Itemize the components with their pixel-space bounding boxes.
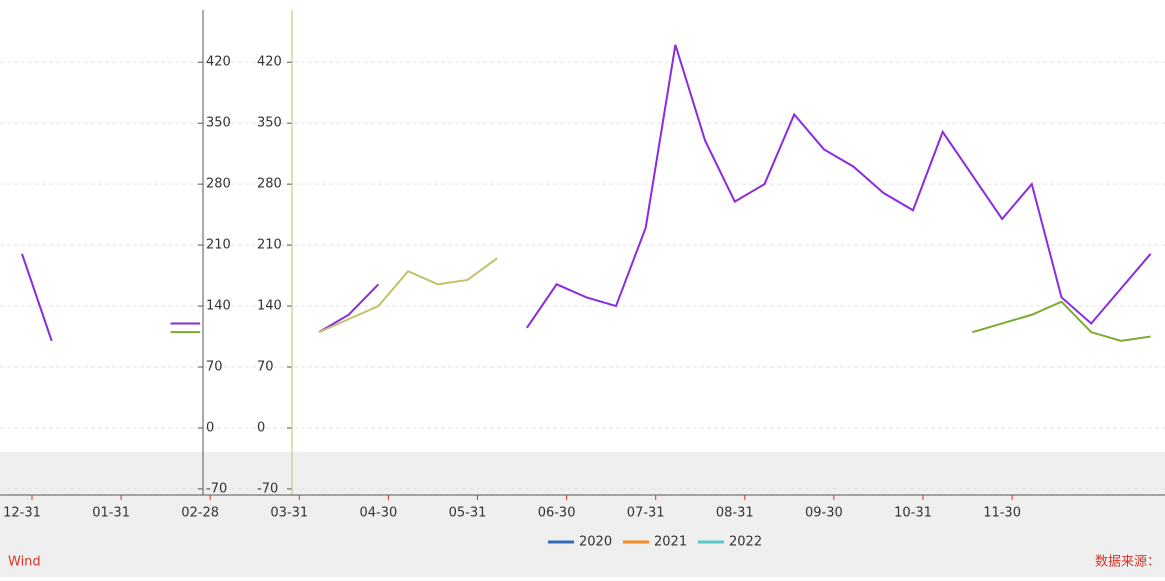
y2-tick-label: 70: [257, 360, 274, 375]
footer-band: [0, 452, 1165, 577]
legend-label: 2022: [729, 535, 762, 550]
x-tick-label: 09-30: [805, 506, 843, 521]
x-tick-label: 07-31: [627, 506, 665, 521]
y2-tick-label: 210: [257, 238, 282, 253]
x-tick-label: 08-31: [716, 506, 754, 521]
x-tick-label: 02-28: [181, 506, 219, 521]
y-tick-label: 140: [206, 299, 231, 314]
y2-tick-label: 350: [257, 116, 282, 131]
x-tick-label: 10-31: [894, 506, 932, 521]
y-tick-label: 350: [206, 116, 231, 131]
legend-label: 2020: [579, 535, 612, 550]
x-tick-label: 12-31: [3, 506, 41, 521]
y-tick-label: 280: [206, 177, 231, 192]
legend-label: 2021: [654, 535, 687, 550]
x-tick-label: 04-30: [360, 506, 398, 521]
y2-tick-label: 0: [257, 420, 265, 435]
x-tick-label: 05-31: [449, 506, 487, 521]
data-line: [318, 257, 498, 334]
source-left: Wind: [8, 555, 41, 570]
y-tick-label: 210: [206, 238, 231, 253]
y-tick-label: 70: [206, 360, 223, 375]
y-tick-label: 420: [206, 55, 231, 70]
y2-tick-label: 420: [257, 55, 282, 70]
data-line: [170, 300, 1151, 342]
x-tick-label: 06-30: [538, 506, 576, 521]
y2-tick-label: 280: [257, 177, 282, 192]
x-tick-label: 03-31: [270, 506, 308, 521]
data-line: [21, 44, 1152, 342]
x-tick-label: 01-31: [92, 506, 130, 521]
y2-tick-label: -70: [257, 481, 278, 496]
y-tick-label: 0: [206, 420, 214, 435]
y-tick-label: -70: [206, 481, 227, 496]
source-right: 数据来源：: [1095, 555, 1160, 570]
y2-tick-label: 140: [257, 299, 282, 314]
x-tick-label: 11-30: [983, 506, 1021, 521]
